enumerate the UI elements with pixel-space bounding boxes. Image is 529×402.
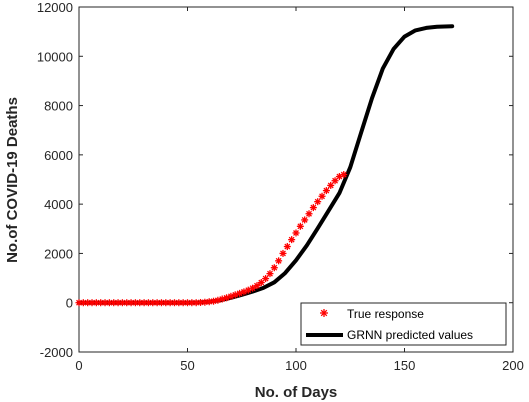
legend-label-grnn: GRNN predicted values: [347, 328, 473, 342]
true-response-point: [253, 282, 261, 290]
y-tick-label: 4000: [44, 197, 73, 212]
true-response-point: [210, 297, 218, 305]
x-tick-label: 200: [502, 358, 524, 373]
legend-label-true-response: True response: [347, 307, 424, 321]
y-tick-label: 8000: [44, 99, 73, 114]
series-markers-group: [75, 171, 348, 307]
legend-box: [300, 302, 507, 346]
true-response-point: [101, 299, 109, 307]
y-tick-label: 0: [66, 296, 73, 311]
true-response-point: [301, 216, 309, 224]
legend-asterisk-icon: [320, 309, 328, 317]
true-response-point: [279, 249, 287, 257]
legend-marker-true-response: [320, 309, 328, 317]
x-tick-label: 150: [394, 358, 416, 373]
true-response-point: [266, 270, 274, 278]
true-response-point: [166, 299, 174, 307]
y-tick-label: 12000: [37, 0, 73, 15]
true-response-point: [118, 299, 126, 307]
true-response-point: [314, 198, 322, 206]
x-tick-label: 0: [75, 358, 82, 373]
true-response-point: [275, 257, 283, 265]
y-tick-label: 10000: [37, 49, 73, 64]
true-response-point: [292, 229, 300, 237]
true-response-point: [288, 236, 296, 244]
true-response-point: [262, 275, 270, 283]
true-response-point: [331, 177, 339, 185]
x-tick-label: 50: [180, 358, 194, 373]
y-tick-label: 2000: [44, 246, 73, 261]
x-axis-title: No. of Days: [255, 384, 338, 401]
true-response-point: [309, 204, 317, 212]
true-response-point: [257, 279, 265, 287]
true-response-point: [318, 192, 326, 200]
y-axis-title: No.of COVID-19 Deaths: [4, 97, 21, 263]
true-response-point: [296, 222, 304, 230]
true-response-point: [140, 299, 148, 307]
legend: True response GRNN predicted values: [300, 302, 507, 346]
true-response-point: [305, 210, 313, 218]
true-response-point: [340, 171, 348, 179]
true-response-point: [79, 299, 87, 307]
y-tick-label: -2000: [40, 345, 73, 360]
true-response-point: [92, 299, 100, 307]
x-tick-label: 100: [285, 358, 307, 373]
true-response-point: [322, 187, 330, 195]
y-tick-label: 6000: [44, 148, 73, 163]
true-response-point: [162, 299, 170, 307]
axis-ticks: 0 50 100 150 200-200002000400060008000100001…: [37, 0, 524, 373]
true-response-point: [157, 299, 165, 307]
plot-area: [78, 6, 514, 353]
true-response-point: [283, 243, 291, 251]
true-response-point: [270, 264, 278, 272]
true-response-point: [184, 299, 191, 307]
true-response-point: [327, 181, 335, 189]
